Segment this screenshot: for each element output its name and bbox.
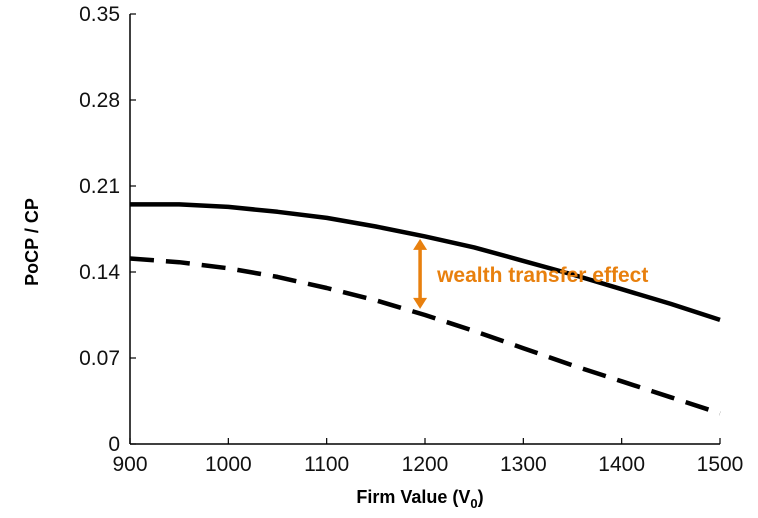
- x-tick-label: 1000: [205, 453, 252, 476]
- series-line-dashed: [129, 256, 721, 416]
- y-tick-label: 0.28: [79, 89, 120, 112]
- x-tick-label: 1100: [304, 453, 349, 476]
- y-axis-label: PoCP / CP: [22, 198, 42, 286]
- x-tick-label: 1200: [402, 453, 449, 476]
- plot-area: [129, 14, 721, 445]
- annotation-arrow-head-up: [413, 238, 428, 250]
- annotation-label: wealth transfer effect: [436, 264, 648, 287]
- y-tick-label: 0.07: [79, 347, 120, 370]
- x-tick-label: 1500: [697, 453, 744, 476]
- y-tick-label: 0.14: [79, 261, 120, 284]
- x-axis-label: Firm Value (V0): [356, 487, 483, 511]
- series-line-solid: [130, 202, 721, 323]
- x-tick-label: 1300: [500, 453, 547, 476]
- annotation-arrow-head-down: [413, 297, 428, 309]
- x-tick-label: 1400: [598, 453, 645, 476]
- tick-labels: 0 0.07 0.14 0.21 0.28 0.35 900 1000 1100 1200 1300…: [79, 3, 743, 476]
- y-tick-label: 0: [108, 433, 120, 456]
- y-tick-label: 0.21: [79, 175, 120, 198]
- y-tick-label: 0.35: [79, 3, 120, 26]
- annotation-group: wealth transfer effect: [413, 238, 648, 309]
- x-tick-label: 900: [112, 453, 147, 476]
